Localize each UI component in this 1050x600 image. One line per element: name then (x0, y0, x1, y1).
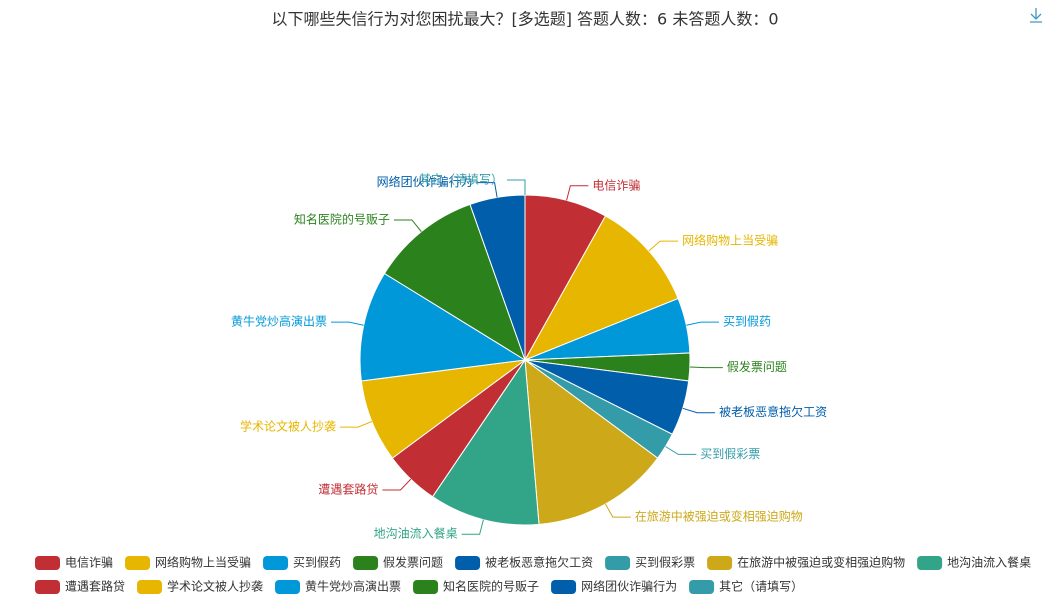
legend-label: 地沟油流入餐桌 (947, 555, 1031, 570)
legend-label: 学术论文被人抄袭 (167, 579, 263, 594)
legend-swatch (917, 556, 943, 570)
slice-label: 买到假彩票 (700, 447, 760, 461)
legend-label: 在旅游中被强迫或变相强迫购物 (737, 555, 905, 570)
download-glyph[interactable] (1030, 8, 1042, 23)
download-icon[interactable] (1030, 8, 1042, 23)
label-line (686, 321, 719, 326)
label-line (393, 219, 422, 232)
pie-slice (359, 272, 527, 382)
label-line (476, 182, 498, 198)
slice-label: 知名医院的号贩子 (294, 211, 390, 226)
legend-label: 遭遇套路贷 (65, 579, 125, 594)
legend-swatch (353, 556, 379, 570)
legend-label: 假发票问题 (383, 555, 443, 570)
slice-label: 黄牛党炒高演出票 (231, 314, 327, 329)
label-line (689, 366, 723, 369)
legend-swatch (275, 580, 301, 594)
label-line (682, 407, 716, 414)
label-line (339, 421, 373, 428)
slice-label: 被老板恶意拖欠工资 (719, 404, 827, 419)
legend-swatch (605, 556, 631, 570)
legend-label: 黄牛党炒高演出票 (305, 579, 401, 594)
legend-label: 知名医院的号贩子 (443, 579, 539, 594)
label-line (461, 519, 484, 535)
label-line (382, 478, 412, 491)
legend-swatch (707, 556, 733, 570)
label-line (665, 446, 697, 455)
label-line (605, 503, 631, 518)
label-line (648, 240, 679, 252)
slice-label: 买到假药 (723, 315, 771, 329)
pie-slice (383, 203, 526, 362)
legend-label: 网络购物上当受骗 (155, 555, 251, 570)
slice-label: 其它（请填写） (419, 172, 503, 187)
legend-label: 电信诈骗 (65, 555, 113, 570)
label-line (566, 185, 589, 201)
legend-swatch (455, 556, 481, 570)
label-line (507, 179, 526, 195)
legend-swatch (551, 580, 577, 594)
pie-slice (431, 358, 540, 526)
legend-label: 买到假彩票 (635, 556, 695, 570)
legend-label: 其它（请填写） (719, 579, 803, 594)
label-line (331, 321, 364, 326)
slice-label: 网络团伙诈骗行为 (377, 174, 473, 189)
legend-swatch (689, 580, 715, 594)
slice-label: 电信诈骗 (592, 177, 640, 192)
legend-label: 买到假药 (293, 556, 341, 570)
slice-label: 学术论文被人抄袭 (240, 419, 336, 434)
legend-swatch (413, 580, 439, 594)
legend-label: 网络团伙诈骗行为 (581, 579, 677, 594)
legend-swatch (137, 580, 163, 594)
slice-label: 遭遇套路贷 (318, 481, 378, 496)
pie-slice (523, 215, 679, 361)
slice-label: 在旅游中被强迫或变相强迫购物 (635, 509, 803, 524)
legend-swatch (35, 580, 60, 594)
legend-swatch (263, 556, 289, 570)
slice-label: 地沟油流入餐桌 (374, 526, 458, 541)
chart-title: 以下哪些失信行为对您困扰最大？[多选题] 答题人数：6 未答题人数：0 (271, 10, 778, 29)
slice-label: 假发票问题 (727, 359, 787, 374)
legend-swatch (125, 556, 151, 570)
slice-label: 网络购物上当受骗 (682, 233, 778, 248)
legend-label: 被老板恶意拖欠工资 (485, 555, 593, 570)
legend-swatch (35, 556, 60, 570)
